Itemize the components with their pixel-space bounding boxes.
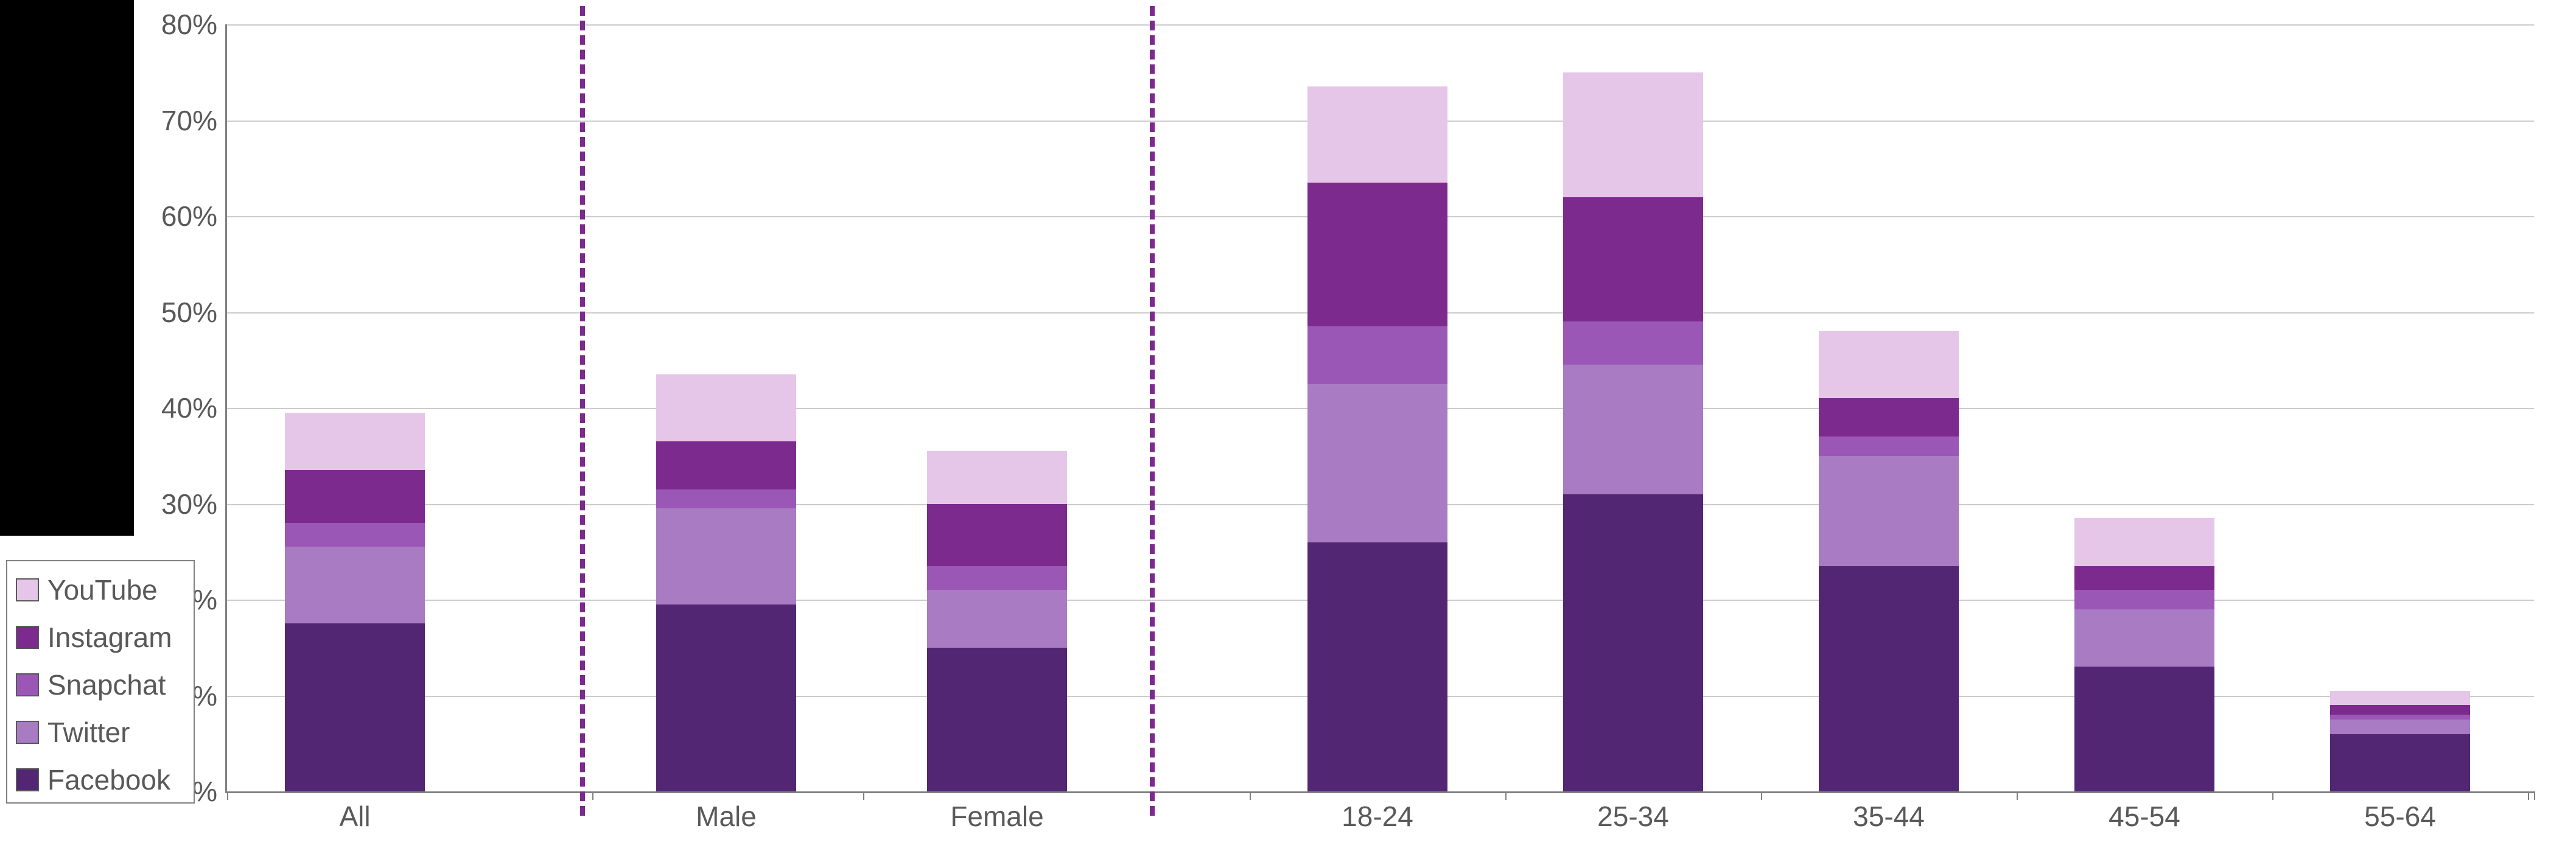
bar-group-female	[927, 451, 1067, 791]
y-tick-label: 70%	[161, 104, 227, 137]
bar-seg-twitter	[2074, 609, 2214, 667]
bar-seg-snapchat	[656, 489, 796, 509]
plot-area: 0%10%20%30%40%50%60%70%80%AllMaleFemale1…	[225, 24, 2534, 793]
black-overlay	[0, 0, 134, 536]
legend-label: Twitter	[47, 716, 130, 749]
bar-seg-snapchat	[285, 523, 425, 547]
bar-group-45-54	[2074, 518, 2214, 791]
x-tick-mark	[2528, 791, 2529, 800]
x-tick-mark	[2017, 791, 2018, 800]
legend-label: Snapchat	[47, 668, 166, 701]
legend-item-snapchat: Snapchat	[7, 661, 194, 709]
bar-seg-facebook	[656, 604, 796, 791]
x-tick-label: 45-54	[2109, 791, 2180, 833]
bar-seg-facebook	[2074, 667, 2214, 791]
y-tick-label: 50%	[161, 296, 227, 329]
legend-item-youtube: YouTube	[7, 566, 194, 614]
bar-group-male	[656, 374, 796, 791]
x-tick-label: All	[339, 791, 370, 833]
bar-seg-instagram	[2330, 705, 2470, 715]
bar-seg-twitter	[2330, 720, 2470, 734]
bar-seg-youtube	[1819, 331, 1959, 398]
bar-group-25-34	[1563, 72, 1703, 791]
x-tick-mark	[1250, 791, 1251, 800]
group-separator	[580, 6, 585, 816]
bar-group-all	[285, 413, 425, 791]
x-tick-mark	[2534, 791, 2535, 800]
y-tick-label: 30%	[161, 488, 227, 520]
legend-item-twitter: Twitter	[7, 709, 194, 756]
bar-seg-youtube	[2330, 691, 2470, 706]
legend-label: Facebook	[47, 763, 170, 796]
bar-seg-snapchat	[1563, 321, 1703, 365]
bar-seg-snapchat	[927, 566, 1067, 590]
x-tick-label: 55-64	[2364, 791, 2436, 833]
legend-swatch	[16, 721, 39, 744]
bar-seg-youtube	[1563, 72, 1703, 197]
bar-seg-instagram	[2074, 566, 2214, 590]
bar-seg-twitter	[927, 590, 1067, 648]
bar-seg-instagram	[1819, 398, 1959, 436]
y-tick-label: 60%	[161, 200, 227, 233]
bar-seg-twitter	[1819, 456, 1959, 566]
legend-item-facebook: Facebook	[7, 756, 194, 804]
x-tick-label: Female	[950, 791, 1043, 833]
bar-seg-snapchat	[2074, 590, 2214, 609]
bar-seg-youtube	[285, 413, 425, 471]
bar-seg-youtube	[656, 374, 796, 441]
bar-seg-facebook	[2330, 734, 2470, 792]
bar-group-35-44	[1819, 331, 1959, 791]
bar-seg-instagram	[1563, 197, 1703, 322]
legend-item-instagram: Instagram	[7, 614, 194, 661]
bar-seg-snapchat	[1819, 436, 1959, 456]
bar-seg-snapchat	[1307, 326, 1447, 384]
bar-seg-twitter	[656, 508, 796, 604]
bar-seg-facebook	[285, 623, 425, 791]
x-tick-mark	[227, 791, 228, 800]
x-tick-label: Male	[696, 791, 757, 833]
legend-swatch	[16, 768, 39, 791]
bar-seg-facebook	[1307, 542, 1447, 792]
bar-group-55-64	[2330, 691, 2470, 791]
bar-seg-instagram	[927, 504, 1067, 566]
bar-seg-instagram	[285, 470, 425, 523]
x-tick-mark	[1761, 791, 1762, 800]
bar-seg-facebook	[1819, 566, 1959, 791]
bar-seg-youtube	[927, 451, 1067, 504]
y-tick-label: 80%	[161, 8, 227, 41]
bar-seg-facebook	[1563, 494, 1703, 791]
bar-seg-youtube	[2074, 518, 2214, 566]
legend-label: Instagram	[47, 621, 172, 654]
bar-seg-snapchat	[2330, 715, 2470, 720]
legend-swatch	[16, 626, 39, 649]
legend-label: YouTube	[47, 573, 158, 606]
bar-seg-instagram	[1307, 183, 1447, 326]
bar-seg-twitter	[285, 547, 425, 623]
bar-seg-twitter	[1563, 365, 1703, 494]
group-separator	[1150, 6, 1155, 816]
bar-seg-facebook	[927, 648, 1067, 791]
x-tick-label: 25-34	[1597, 791, 1669, 833]
legend-box: YouTube Instagram Snapchat Twitter Facebook	[6, 560, 195, 804]
x-tick-mark	[863, 791, 864, 800]
chart-container: Percent 0%10%20%30%40%50%60%70%80%AllMal…	[0, 0, 2576, 848]
x-tick-mark	[1505, 791, 1507, 800]
x-tick-label: 18-24	[1342, 791, 1413, 833]
y-tick-label: 40%	[161, 391, 227, 424]
legend-swatch	[16, 578, 39, 601]
x-tick-label: 35-44	[1853, 791, 1925, 833]
gridline	[227, 24, 2534, 26]
x-tick-mark	[592, 791, 593, 800]
bar-seg-twitter	[1307, 384, 1447, 542]
bar-seg-instagram	[656, 441, 796, 489]
x-tick-mark	[2272, 791, 2273, 800]
bar-seg-youtube	[1307, 86, 1447, 183]
bar-group-18-24	[1307, 86, 1447, 791]
legend-swatch	[16, 673, 39, 696]
